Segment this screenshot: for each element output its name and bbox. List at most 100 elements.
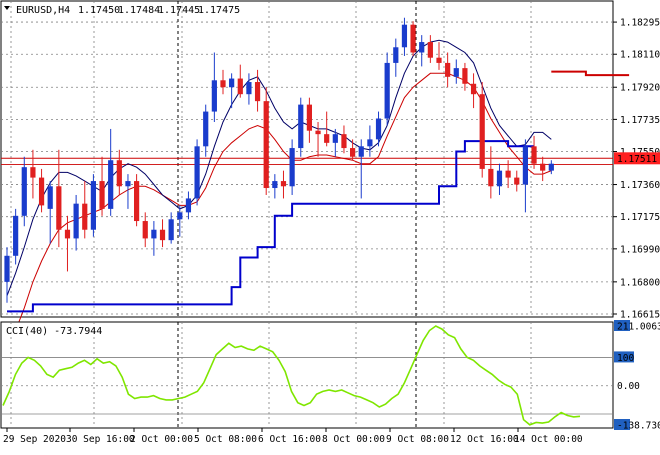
- open-value: 1.17450: [78, 5, 120, 16]
- time-tick-label: 29 Sep 2020: [3, 434, 66, 445]
- bear-candle: [82, 203, 88, 230]
- price-tick-label: 1.17735: [620, 115, 660, 126]
- bull-candle: [125, 181, 131, 187]
- bull-candle: [548, 163, 554, 171]
- time-tick-label: 14 Oct 00:00: [514, 434, 583, 445]
- bear-candle: [64, 229, 71, 239]
- price-panel[interactable]: 1.182951.181101.179201.177351.175501.173…: [0, 0, 660, 352]
- bear-candle: [237, 78, 243, 95]
- bull-candle: [419, 42, 425, 53]
- bull-candle: [298, 104, 304, 149]
- bull-candle: [384, 62, 390, 119]
- bull-candle: [393, 47, 399, 63]
- cci-panel[interactable]: 211.0063 100 0.00 -138.7305 CCI(40) -73.794…: [0, 320, 660, 432]
- bear-candle: [56, 186, 62, 230]
- symbol-label: EURUSD,H4: [16, 5, 70, 16]
- bull-candle: [4, 255, 10, 282]
- bull-candle: [272, 181, 278, 189]
- bear-candle: [350, 148, 356, 157]
- price-tick-label: 1.17360: [620, 180, 660, 191]
- time-tick-label: 2 Oct 00:00: [130, 434, 193, 445]
- bear-candle: [99, 181, 105, 209]
- bull-candle: [401, 24, 408, 48]
- cci-level-tag-bg: [614, 351, 634, 363]
- cci-axis: 211.0063 100 0.00 -138.7305: [614, 320, 660, 432]
- candlestick-series: [4, 17, 554, 303]
- bear-candle: [254, 82, 261, 102]
- bear-candle: [488, 168, 494, 187]
- cci-label: CCI(40) -73.7944: [6, 326, 102, 337]
- resistance-level-line: [551, 70, 630, 77]
- cci-tick-label: -138.7305: [617, 421, 660, 432]
- bear-candle: [479, 94, 485, 169]
- bull-candle: [453, 68, 459, 77]
- triangle-down-icon[interactable]: [4, 6, 10, 10]
- bear-candle: [427, 42, 433, 58]
- support-level-line: [7, 140, 534, 313]
- bull-candle: [367, 139, 373, 147]
- bear-candle: [134, 181, 140, 222]
- bear-candle: [116, 160, 122, 187]
- fast-moving-average-line: [6, 39, 552, 296]
- indicator-lines: [1, 39, 630, 352]
- price-tick-label: 1.18110: [620, 50, 660, 61]
- cci-grid: [1, 322, 613, 428]
- bull-candle: [358, 146, 364, 157]
- bear-candle: [540, 163, 546, 171]
- bull-candle: [496, 170, 503, 187]
- price-tick-label: 1.17920: [620, 83, 660, 94]
- bear-candle: [531, 146, 537, 164]
- bull-candle: [168, 219, 174, 241]
- bull-candle: [108, 160, 114, 209]
- bear-candle: [410, 24, 416, 53]
- bull-candle: [47, 186, 53, 209]
- chart-header: EURUSD,H4 1.17450 1.17484 1.17445 1.1747…: [4, 5, 240, 16]
- time-tick-label: 30 Sep 16:00: [66, 434, 135, 445]
- bull-candle: [211, 80, 217, 112]
- time-tick-label: 9 Oct 08:00: [386, 434, 449, 445]
- bear-candle: [445, 62, 451, 77]
- bear-candle: [470, 83, 477, 95]
- bear-candle: [142, 221, 148, 239]
- bear-candle: [263, 101, 269, 189]
- close-value: 1.17475: [198, 5, 240, 16]
- bull-candle: [177, 212, 183, 220]
- price-tick-label: 1.16800: [620, 277, 660, 288]
- bear-candle: [159, 229, 166, 241]
- cci-tick-label: 211.0063: [617, 322, 660, 333]
- slow-moving-average-line: [6, 72, 552, 352]
- bull-candle: [522, 146, 528, 185]
- bull-candle: [151, 229, 157, 239]
- time-axis: 29 Sep 2020 30 Sep 16:002 Oct 00:00 5 Oct …: [3, 428, 583, 445]
- time-tick-label: 8 Oct 00:00: [322, 434, 385, 445]
- bull-candle: [375, 118, 382, 140]
- bear-candle: [306, 104, 312, 131]
- bull-candle: [90, 181, 96, 230]
- bear-candle: [514, 177, 520, 185]
- bear-candle: [315, 130, 321, 135]
- bear-candle: [324, 134, 330, 143]
- price-tick-label: 1.16990: [620, 244, 660, 255]
- cci-level-tag-bg: [614, 419, 630, 430]
- bull-candle: [289, 148, 295, 187]
- bull-candle: [21, 167, 27, 216]
- bear-candle: [505, 170, 511, 178]
- bull-candle: [203, 111, 209, 147]
- bull-candle: [246, 82, 252, 95]
- bull-candle: [332, 134, 338, 143]
- cci-level-tag-bg: [614, 320, 630, 331]
- price-tick-label: 1.17175: [620, 212, 660, 223]
- bull-candle: [73, 203, 79, 239]
- bear-candle: [436, 57, 442, 63]
- bull-candle: [185, 198, 192, 213]
- time-tick-label: 6 Oct 16:00: [258, 434, 321, 445]
- time-tick-label: 5 Oct 08:00: [194, 434, 257, 445]
- low-value: 1.17445: [158, 5, 200, 16]
- bear-candle: [220, 80, 226, 88]
- bear-candle: [30, 167, 36, 178]
- cci-tick-label: 0.00: [617, 381, 640, 392]
- cci-series-line: [2, 325, 581, 426]
- price-axis: 1.182951.181101.179201.177351.175501.173…: [613, 18, 660, 321]
